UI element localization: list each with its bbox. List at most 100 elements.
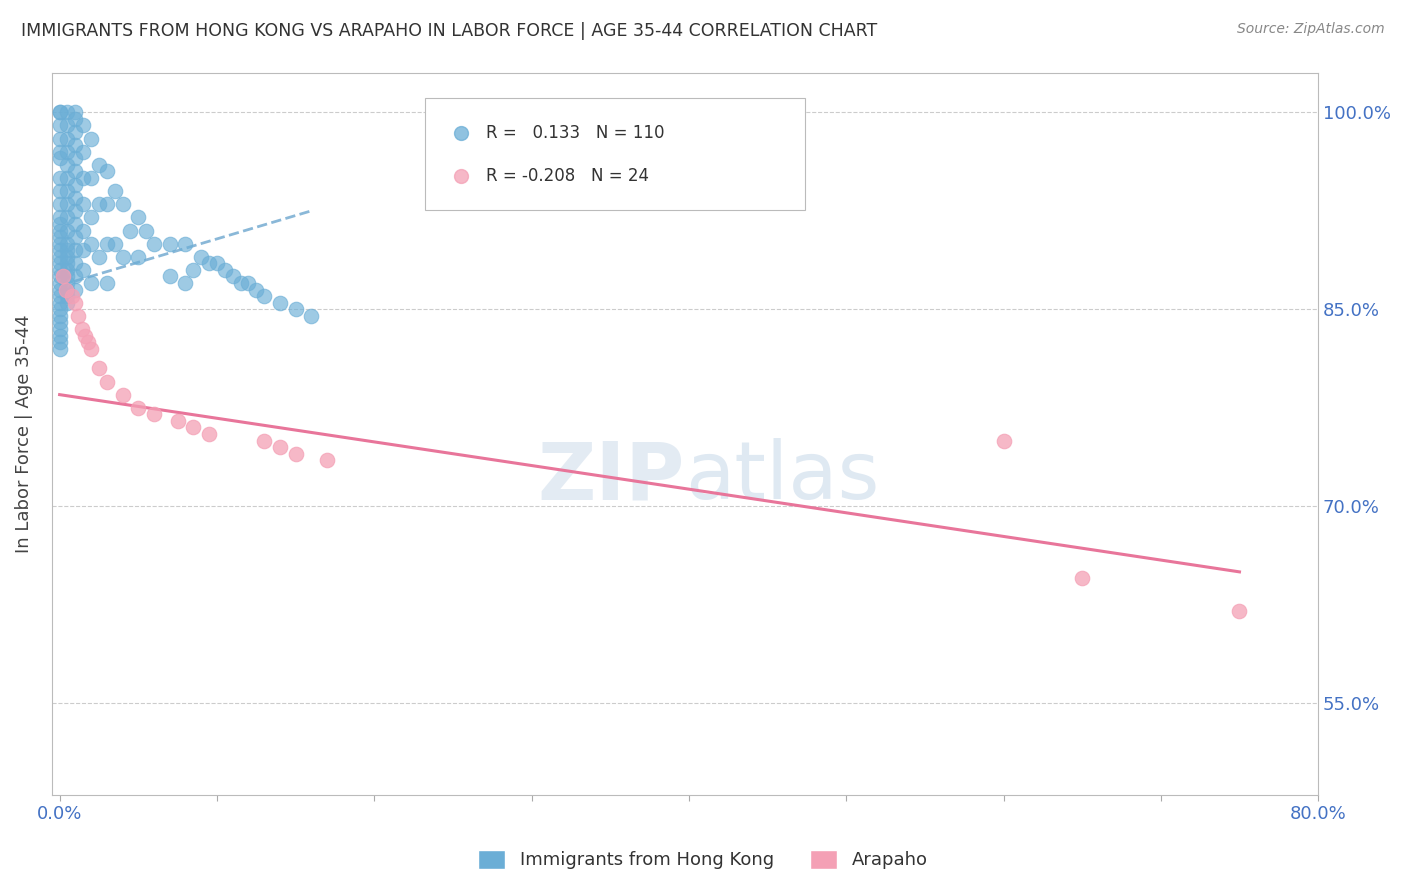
Point: [48, 171, 70, 186]
Point: [1229, 604, 1251, 618]
Point: [48, 256, 70, 270]
Point: [135, 223, 157, 237]
Point: [48, 105, 70, 120]
Point: [56, 295, 79, 310]
Point: [56, 131, 79, 145]
Point: [55, 283, 77, 297]
Point: [104, 236, 127, 251]
Point: [183, 263, 205, 277]
Point: [174, 276, 197, 290]
Point: [111, 197, 134, 211]
Point: [72, 263, 94, 277]
Point: [60, 289, 83, 303]
Point: [56, 250, 79, 264]
Point: [48, 315, 70, 329]
Point: [96, 164, 118, 178]
Point: [993, 434, 1015, 448]
Point: [111, 250, 134, 264]
Point: [48, 211, 70, 225]
Point: [72, 223, 94, 237]
Point: [87, 250, 110, 264]
Point: [48, 236, 70, 251]
Point: [56, 236, 79, 251]
Point: [80, 342, 103, 356]
Point: [80, 171, 103, 186]
Text: Source: ZipAtlas.com: Source: ZipAtlas.com: [1237, 22, 1385, 37]
Point: [56, 263, 79, 277]
Point: [87, 158, 110, 172]
Point: [48, 269, 70, 284]
Point: [48, 184, 70, 198]
Text: ZIP: ZIP: [537, 438, 685, 516]
Point: [65, 178, 87, 192]
Point: [96, 236, 118, 251]
Point: [80, 236, 103, 251]
Point: [174, 236, 197, 251]
Point: [80, 276, 103, 290]
Point: [127, 250, 149, 264]
Y-axis label: In Labor Force | Age 35-44: In Labor Force | Age 35-44: [15, 315, 32, 553]
Point: [56, 223, 79, 237]
Point: [77, 335, 100, 350]
Point: [56, 119, 79, 133]
Point: [48, 151, 70, 165]
Point: [48, 309, 70, 323]
Point: [72, 145, 94, 159]
Point: [269, 440, 291, 454]
Point: [48, 119, 70, 133]
Point: [48, 276, 70, 290]
Point: [56, 276, 79, 290]
Point: [87, 361, 110, 376]
Point: [65, 191, 87, 205]
Point: [48, 197, 70, 211]
Point: [80, 131, 103, 145]
Point: [198, 427, 221, 442]
Point: [127, 401, 149, 415]
Legend: Immigrants from Hong Kong, Arapaho: Immigrants from Hong Kong, Arapaho: [470, 841, 936, 879]
Point: [48, 145, 70, 159]
Point: [65, 112, 87, 126]
Point: [190, 250, 212, 264]
Point: [56, 269, 79, 284]
Point: [238, 276, 260, 290]
Point: [111, 387, 134, 401]
Point: [104, 184, 127, 198]
Point: [65, 295, 87, 310]
Point: [48, 289, 70, 303]
Point: [269, 295, 291, 310]
Point: [56, 105, 79, 120]
Point: [48, 328, 70, 343]
Point: [65, 125, 87, 139]
Point: [120, 223, 142, 237]
Point: [72, 197, 94, 211]
Point: [48, 295, 70, 310]
Point: [56, 244, 79, 258]
Point: [159, 236, 181, 251]
Point: [48, 342, 70, 356]
Point: [67, 309, 90, 323]
Point: [253, 434, 276, 448]
Point: [56, 256, 79, 270]
Point: [65, 230, 87, 244]
Point: [253, 289, 276, 303]
Point: [205, 256, 228, 270]
Point: [56, 158, 79, 172]
Point: [299, 309, 322, 323]
Point: [316, 453, 339, 467]
Point: [48, 223, 70, 237]
Point: [72, 119, 94, 133]
Point: [72, 244, 94, 258]
Point: [127, 211, 149, 225]
Point: [65, 164, 87, 178]
Point: [48, 131, 70, 145]
Point: [65, 217, 87, 231]
Point: [48, 322, 70, 336]
Point: [48, 230, 70, 244]
Point: [48, 105, 70, 120]
Point: [214, 263, 236, 277]
Point: [48, 335, 70, 350]
Point: [56, 211, 79, 225]
Point: [65, 138, 87, 153]
Text: atlas: atlas: [685, 438, 879, 516]
Point: [56, 171, 79, 186]
